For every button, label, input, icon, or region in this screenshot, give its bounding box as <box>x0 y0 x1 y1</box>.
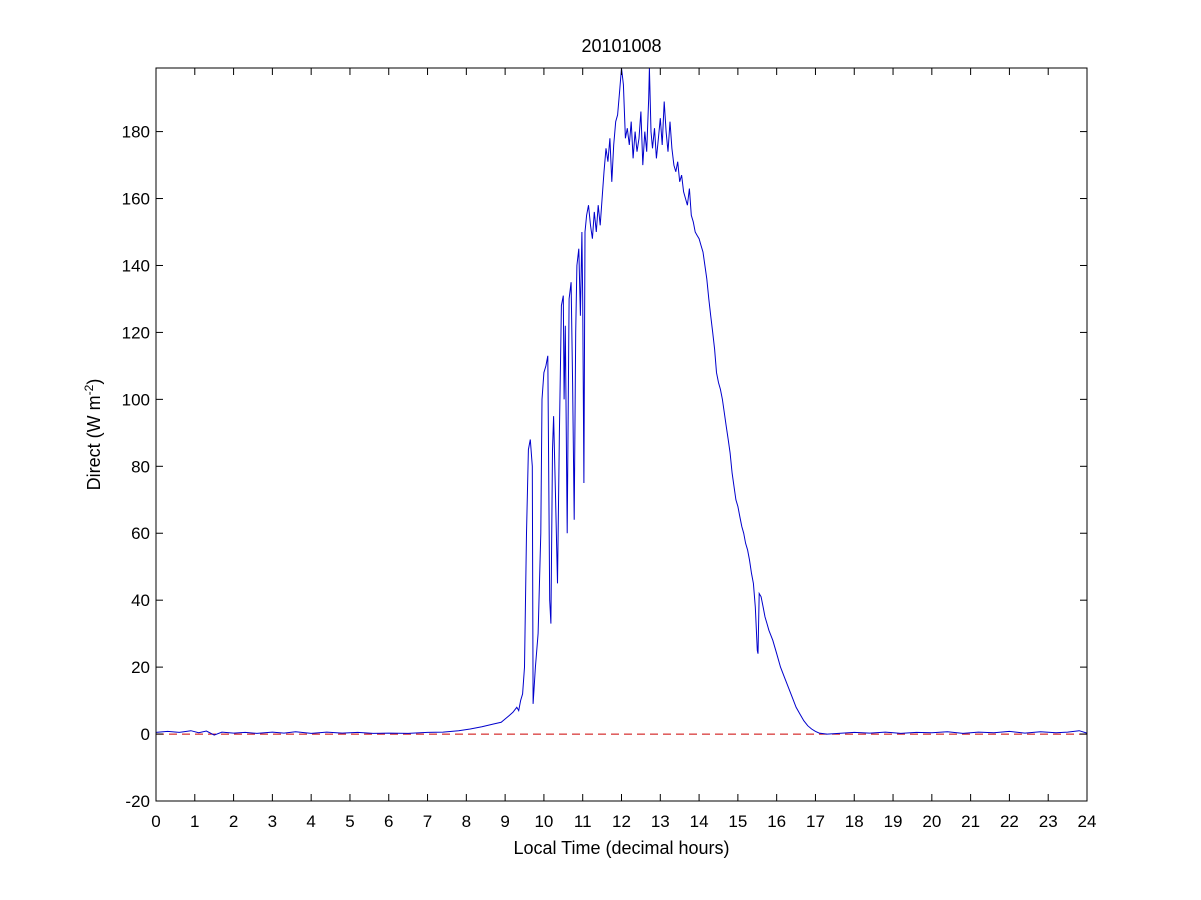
x-tick-label: 9 <box>500 812 509 831</box>
y-tick-label: 0 <box>141 725 150 744</box>
y-tick-label: 140 <box>122 256 150 275</box>
y-axis-label: Direct (W m-2) <box>82 379 104 491</box>
x-tick-label: 8 <box>462 812 471 831</box>
x-tick-label: 3 <box>268 812 277 831</box>
x-tick-label: 14 <box>690 812 709 831</box>
x-tick-label: 4 <box>306 812 315 831</box>
y-axis-label-close: ) <box>84 379 104 385</box>
x-tick-label: 1 <box>190 812 199 831</box>
x-tick-label: 7 <box>423 812 432 831</box>
x-tick-label: 0 <box>151 812 160 831</box>
x-tick-label: 19 <box>884 812 903 831</box>
x-tick-label: 18 <box>845 812 864 831</box>
x-tick-label: 10 <box>534 812 553 831</box>
x-tick-label: 20 <box>922 812 941 831</box>
y-tick-label: -20 <box>125 792 150 811</box>
x-tick-label: 2 <box>229 812 238 831</box>
x-tick-label: 22 <box>1000 812 1019 831</box>
direct-radiation-line <box>155 67 1088 736</box>
y-tick-label: 160 <box>122 190 150 209</box>
plot-background <box>156 68 1087 801</box>
y-tick-label: 40 <box>131 591 150 610</box>
y-tick-label: 100 <box>122 390 150 409</box>
y-tick-label: 120 <box>122 323 150 342</box>
y-tick-label: 20 <box>131 658 150 677</box>
x-tick-label: 15 <box>728 812 747 831</box>
y-tick-label: 80 <box>131 457 150 476</box>
plot-area: 0 1 2 3 4 5 6 7 8 9 10 11 12 13 14 15 16 17 18 19 20 21 22 23 24… <box>122 67 1096 831</box>
y-tick-label: 60 <box>131 524 150 543</box>
y-axis-label-superscript: -2 <box>82 384 96 395</box>
y-axis-label-main: Direct (W m <box>84 395 104 490</box>
x-tick-label: 11 <box>574 812 592 831</box>
x-axis-ticks: 0 1 2 3 4 5 6 7 8 9 10 11 12 13 14 15 16 17 18 19 20 21 22 23 24 <box>151 68 1096 831</box>
x-tick-label: 12 <box>612 812 631 831</box>
x-tick-label: 23 <box>1039 812 1058 831</box>
x-tick-label: 5 <box>345 812 354 831</box>
x-tick-label: 16 <box>767 812 786 831</box>
x-tick-label: 24 <box>1078 812 1097 831</box>
y-axis-ticks: -20 0 20 40 60 80 100 120 140 160 180 <box>122 123 1087 811</box>
x-tick-label: 6 <box>384 812 393 831</box>
chart-title: 20101008 <box>581 36 661 56</box>
series-layer <box>155 67 1088 736</box>
x-tick-label: 17 <box>806 812 825 831</box>
x-tick-label: 21 <box>961 812 980 831</box>
x-axis-label: Local Time (decimal hours) <box>513 838 729 858</box>
y-tick-label: 180 <box>122 123 150 142</box>
x-tick-label: 13 <box>651 812 670 831</box>
